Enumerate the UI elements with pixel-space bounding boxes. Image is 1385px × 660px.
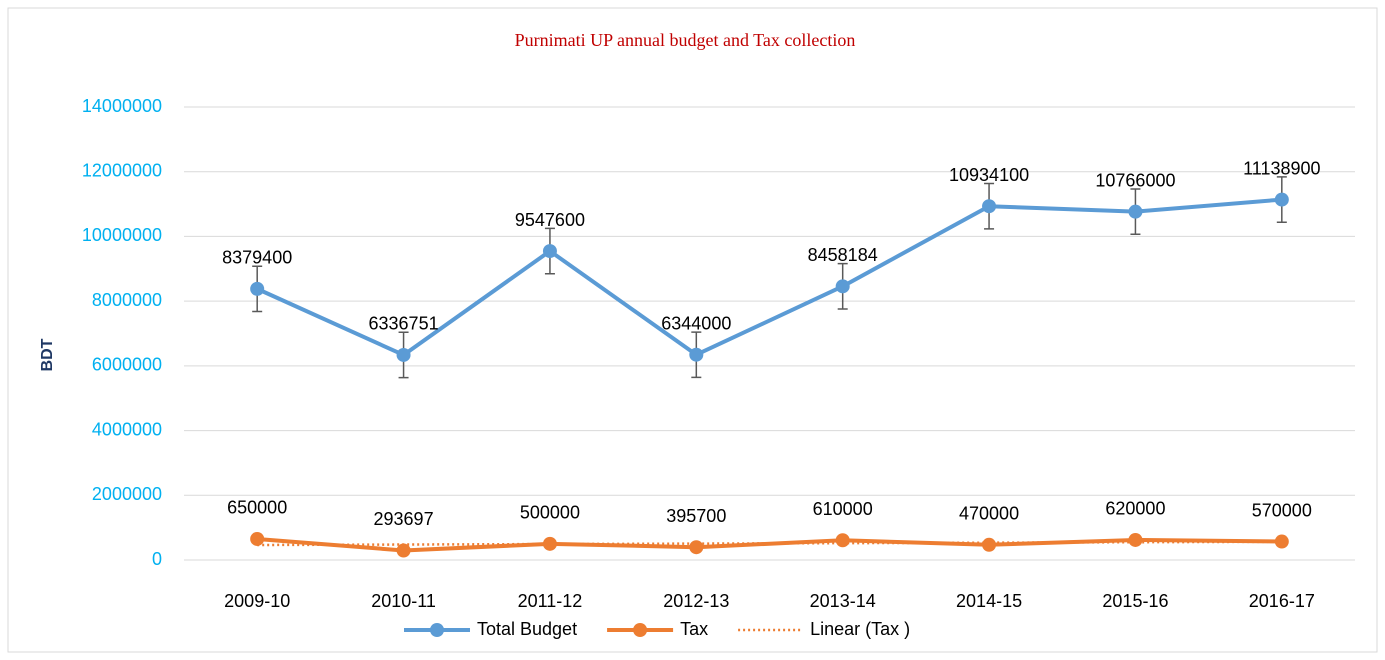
y-tick-label: 14000000	[82, 96, 162, 116]
x-tick-label: 2010-11	[371, 591, 436, 611]
point	[982, 537, 997, 552]
y-axis-label: BDT	[39, 338, 56, 371]
legend-label: Total Budget	[477, 619, 577, 639]
point	[396, 347, 411, 362]
y-tick-label: 4000000	[92, 419, 162, 439]
data-label: 9547600	[515, 210, 585, 230]
data-label: 610000	[813, 499, 873, 519]
y-tick-label: 8000000	[92, 290, 162, 310]
point	[835, 533, 850, 548]
x-tick-label: 2014-15	[956, 591, 1022, 611]
y-tick-label: 2000000	[92, 484, 162, 504]
point	[689, 347, 704, 362]
legend-label: Linear (Tax )	[810, 619, 910, 639]
x-tick-label: 2016-17	[1249, 591, 1315, 611]
data-label: 620000	[1105, 499, 1165, 519]
point	[1128, 532, 1143, 547]
point	[542, 244, 557, 259]
point	[689, 540, 704, 555]
x-tick-label: 2011-12	[518, 591, 583, 611]
point	[250, 531, 265, 546]
x-tick-label: 2015-16	[1102, 591, 1168, 611]
point	[1274, 534, 1289, 549]
series-line	[256, 197, 1282, 357]
y-tick-label: 0	[152, 549, 162, 569]
legend-label: Tax	[680, 619, 708, 639]
data-label: 8458184	[808, 245, 878, 265]
data-label: 8379400	[222, 248, 292, 268]
point	[396, 543, 411, 558]
data-label: 6336751	[369, 314, 439, 334]
data-label: 11138900	[1243, 158, 1320, 178]
x-tick-label: 2012-13	[663, 591, 729, 611]
data-label: 650000	[227, 498, 287, 518]
chart-title: Purnimati UP annual budget and Tax colle…	[515, 30, 856, 50]
point	[1274, 192, 1289, 207]
data-label: 6344000	[661, 313, 731, 333]
y-tick-label: 6000000	[92, 355, 162, 375]
point	[250, 281, 265, 296]
data-label: 395700	[666, 506, 726, 526]
y-tick-label: 10000000	[82, 225, 162, 245]
trendline	[257, 540, 1282, 547]
x-tick-label: 2009-10	[224, 591, 290, 611]
data-label: 470000	[959, 504, 1019, 524]
data-label: 10766000	[1095, 170, 1175, 190]
point	[835, 279, 850, 294]
x-tick-label: 2013-14	[810, 591, 876, 611]
legend-marker	[430, 623, 444, 637]
y-tick-label: 12000000	[82, 160, 162, 180]
series-line	[257, 536, 1282, 553]
point	[982, 199, 997, 214]
point	[542, 536, 557, 551]
legend-marker	[633, 623, 648, 637]
data-label: 500000	[520, 503, 580, 523]
data-label: 570000	[1252, 500, 1312, 520]
point	[1128, 204, 1143, 219]
data-label: 10934100	[949, 165, 1029, 185]
data-label: 293697	[374, 509, 434, 529]
